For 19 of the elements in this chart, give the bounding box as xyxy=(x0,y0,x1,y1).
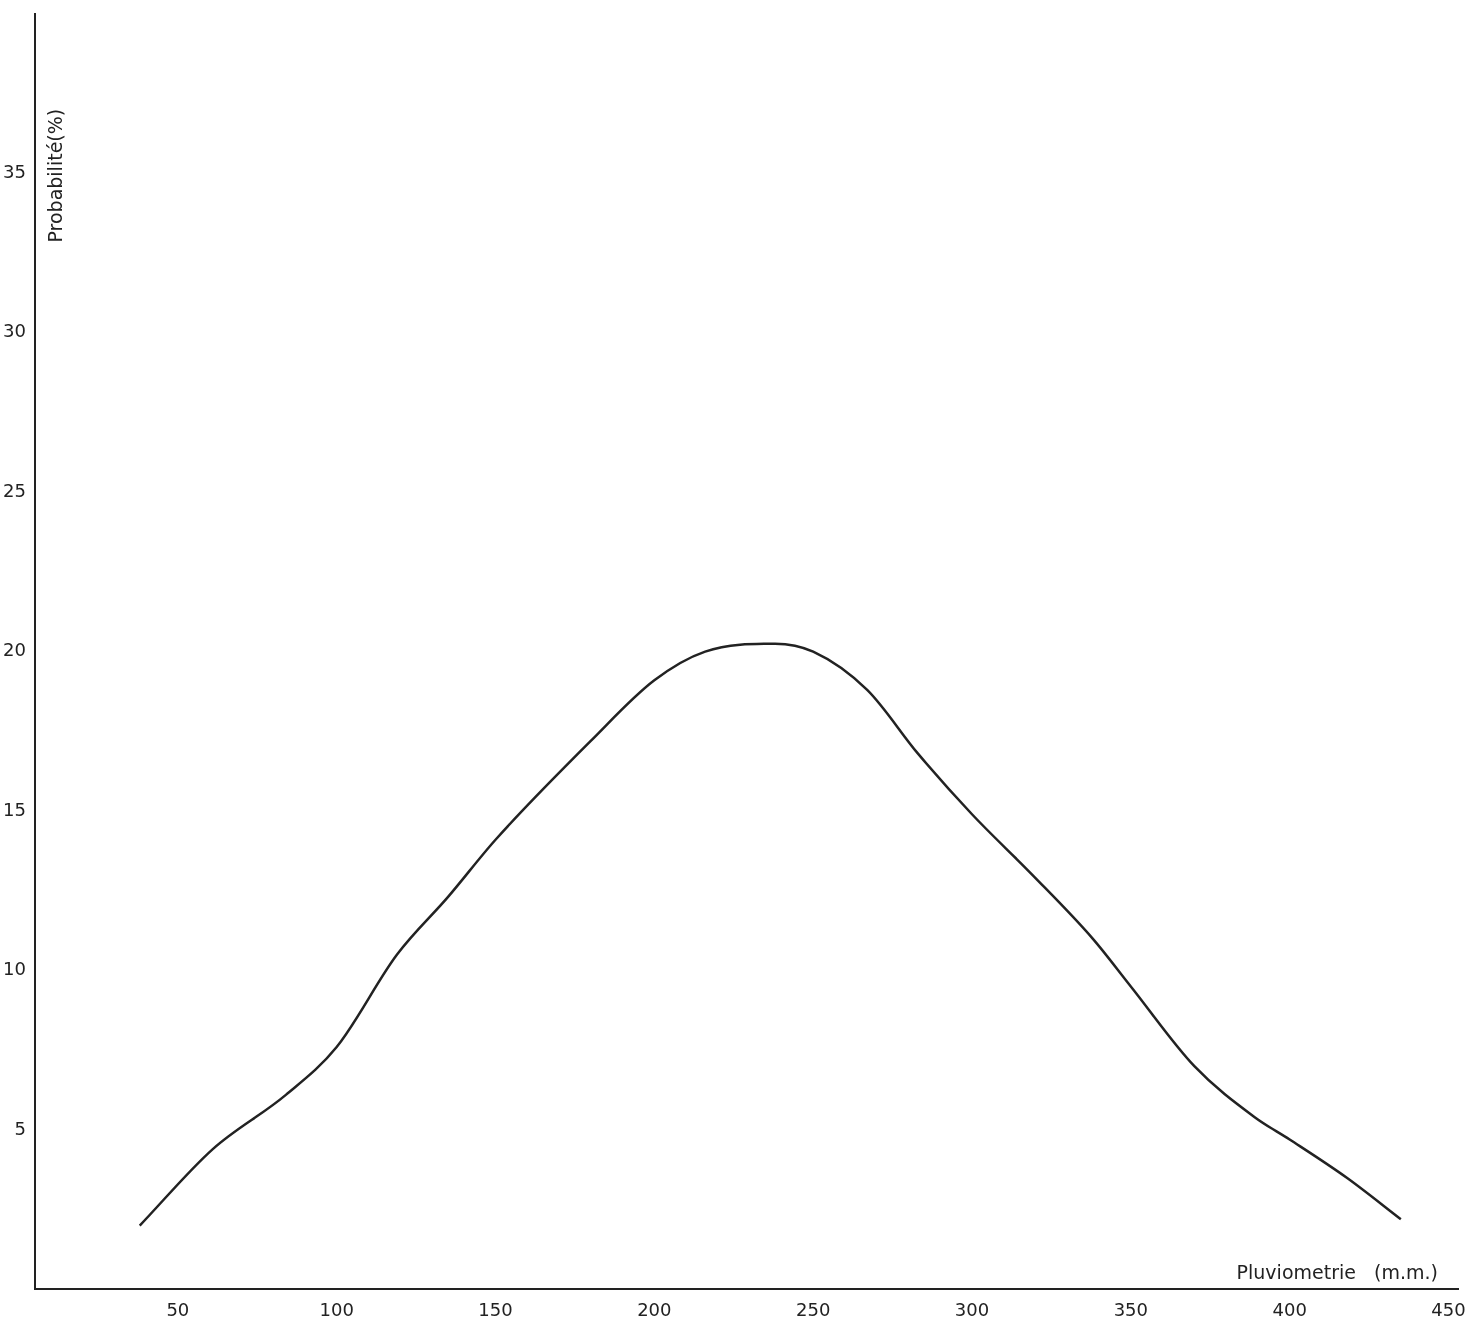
y-tick-label: 30 xyxy=(3,320,26,342)
y-tick-label: 35 xyxy=(3,160,26,182)
x-tick-label: 350 xyxy=(1113,1298,1148,1320)
y-axis-title: Probabilité(%) xyxy=(43,108,66,243)
x-tick-label: 400 xyxy=(1272,1298,1307,1320)
x-tick-label: 150 xyxy=(478,1298,513,1320)
y-tick-label: 15 xyxy=(3,798,26,820)
x-axis-title: Pluviometrie (m.m.) xyxy=(1236,1260,1438,1283)
y-tick-label: 10 xyxy=(3,958,26,980)
y-tick-label: 25 xyxy=(3,479,26,501)
x-tick-label: 300 xyxy=(954,1298,990,1320)
y-tick-label: 5 xyxy=(14,1117,26,1139)
x-tick-label: 100 xyxy=(319,1298,354,1320)
y-tick-label: 20 xyxy=(3,639,26,661)
x-tick-label: 450 xyxy=(1431,1298,1466,1320)
x-tick-label: 200 xyxy=(637,1298,672,1320)
x-tick-label: 50 xyxy=(166,1298,190,1320)
line-series xyxy=(138,642,1403,1227)
x-tick-label: 250 xyxy=(795,1298,831,1320)
